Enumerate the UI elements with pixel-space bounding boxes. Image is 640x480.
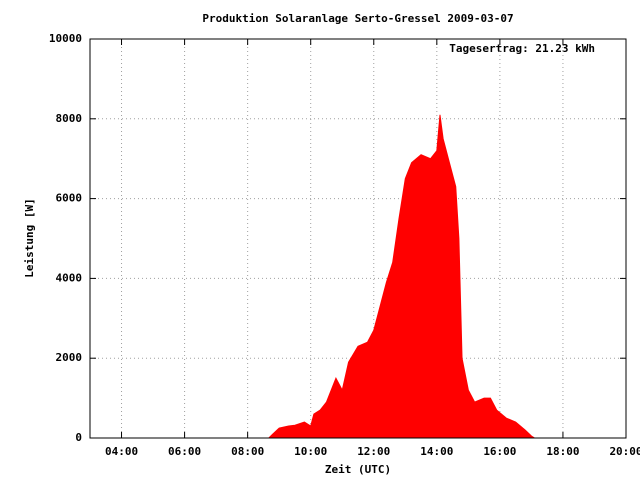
y-tick-label: 10000 xyxy=(49,32,82,45)
x-tick-label: 04:00 xyxy=(105,445,138,458)
x-tick-label: 14:00 xyxy=(420,445,453,458)
x-tick-label: 18:00 xyxy=(546,445,579,458)
y-tick-label: 2000 xyxy=(56,351,83,364)
plot-border xyxy=(89,38,627,439)
x-tick-label: 06:00 xyxy=(168,445,201,458)
x-tick-label: 16:00 xyxy=(483,445,516,458)
x-tick-label: 12:00 xyxy=(357,445,390,458)
y-tick-label: 4000 xyxy=(56,271,83,284)
y-tick-label: 0 xyxy=(75,431,82,444)
x-axis-label: Zeit (UTC) xyxy=(325,463,391,476)
y-axis-label: Leistung [W] xyxy=(23,198,36,277)
area xyxy=(267,114,537,439)
chart-title: Produktion Solaranlage Serto-Gressel 200… xyxy=(202,12,513,25)
x-tick-label: 08:00 xyxy=(231,445,264,458)
annotation: Tagesertrag: 21.23 kWh xyxy=(449,42,595,55)
y-tick-label: 6000 xyxy=(56,192,83,205)
x-tick-label: 10:00 xyxy=(294,445,327,458)
x-tick-label: 20:00 xyxy=(609,445,640,458)
y-tick-label: 8000 xyxy=(56,112,83,125)
